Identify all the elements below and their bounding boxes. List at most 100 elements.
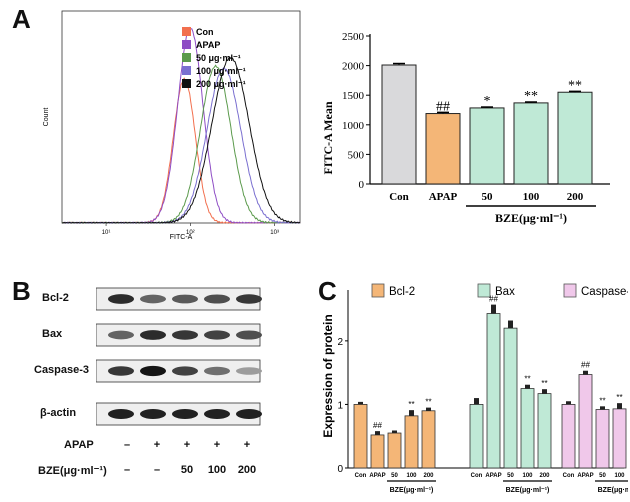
protein-bar [537,393,552,469]
category-label: APAP [369,473,385,479]
histogram-y-label: Count [43,108,50,127]
significance-mark: ## [373,421,382,430]
error-bar [426,407,431,411]
blot-band [172,330,198,340]
blot-band [236,294,262,304]
protein-bars: Con ## APAP 50 ** 100 ** 200 BZE(μg·ml⁻¹) Con ## AP… [353,295,628,494]
protein-bar [612,408,627,469]
protein-bar [353,404,368,469]
blot-band [108,409,134,419]
category-label: 50 [482,191,494,203]
histogram-curve [61,67,301,224]
error-bar [600,406,605,410]
y-tick-label: 1 [337,400,343,411]
protein-expression-chart: Expression of protein 0 1 2 Con ## APAP 50 ** 1… [321,283,628,494]
y-tick-label: 2000 [342,61,365,73]
blot-band [236,330,262,340]
category-label: 200 [567,191,584,203]
legend-swatch [182,53,191,62]
histogram-legend: Con APAP 50 μg·ml⁻¹ 100 μg·ml⁻¹ 200 μg·ml⁻¹ [182,27,246,89]
significance-mark: ## [436,99,450,114]
panel-letter-a: A [12,4,31,34]
category-label: Con [389,191,409,203]
significance-mark: ** [568,78,582,93]
protein-bar [421,410,436,469]
apap-value: + [183,439,191,451]
y-tick-label: 2500 [342,31,365,43]
significance-mark: ## [581,361,590,370]
fitc-y-label: FITC-A Mean [321,101,335,174]
category-label: 200 [423,473,434,479]
legend-swatch [477,283,491,298]
significance-mark: ** [425,398,431,407]
protein-y-label: Expression of protein [321,314,335,437]
histogram-curve [61,26,301,224]
blot-band [236,367,262,375]
protein-bar [520,388,535,469]
y-tick-label: 0 [337,464,343,475]
legend-label: APAP [196,40,220,50]
fitc-axes: 0 500 1000 1500 2000 2500 [342,31,610,191]
bze-value: – [153,464,161,476]
group-label: BZE(μg·ml⁻¹) [495,211,567,225]
blot-band [140,330,166,340]
legend-swatch [563,283,577,298]
histogram-curve [61,77,301,224]
group-label: BZE(μg·ml⁻¹) [598,487,628,494]
y-tick-label: 0 [359,179,365,191]
legend-label: 200 μg·ml⁻¹ [196,79,246,89]
y-tick-label: 2 [337,337,343,348]
error-bar [583,370,588,375]
legend-label: Con [196,27,214,37]
category-label: 50 [599,473,606,479]
significance-mark: ** [524,375,530,384]
blot-row-label-actin: β-actin [40,407,77,419]
y-tick-label: 1000 [342,120,365,132]
blot-row-label-bax: Bax [42,328,63,340]
legend-swatch [182,79,191,88]
significance-mark: ** [541,379,547,388]
panel-letter-c: C [318,276,337,306]
protein-bar [469,404,484,469]
blot-band [204,294,230,304]
legend-label: Caspase-3 [581,286,628,298]
blot-band [108,366,134,376]
legend-label: 100 μg·ml⁻¹ [196,66,246,76]
error-bar [392,430,397,434]
significance-mark: ** [524,89,538,104]
legend-swatch [182,40,191,49]
legend-swatch [182,66,191,75]
fitc-bar [557,91,593,185]
legend-label: 50 μg·ml⁻¹ [196,53,241,63]
category-label: APAP [577,473,593,479]
blot-band [204,409,230,419]
fitc-bar [381,64,417,185]
blot-bands [96,287,262,426]
apap-value: + [243,439,251,451]
significance-mark: ** [408,400,414,409]
bze-value: 50 [180,464,194,476]
bze-value: – [123,464,131,476]
group-label: BZE(μg·ml⁻¹) [390,487,434,494]
error-bar [542,389,547,394]
category-label: 200 [539,473,550,479]
western-blot-panel: Bcl-2 Bax Caspase-3 β-actin APAP BZE(μg·… [30,282,315,497]
protein-bar [370,434,385,469]
category-label: 100 [406,473,417,479]
flow-histogram: Count FITC-A 10¹ 10² 10³ Con APAP 50 μg·ml⁻¹… [43,10,301,241]
error-bar [358,401,363,405]
histogram-frame [61,10,301,224]
fitc-bar [513,102,549,185]
bze-row-label: BZE(μg·ml⁻¹) [38,465,107,477]
significance-mark: * [484,94,491,109]
blot-band [204,330,230,340]
apap-value: + [153,439,161,451]
histogram-curve [61,64,301,224]
category-label: 100 [522,473,533,479]
error-bar [617,403,622,409]
blot-band [140,409,166,419]
legend-swatch [182,27,191,36]
blot-band [108,294,134,304]
protein-legend: Bcl-2 Bax Caspase-3 [371,283,628,298]
